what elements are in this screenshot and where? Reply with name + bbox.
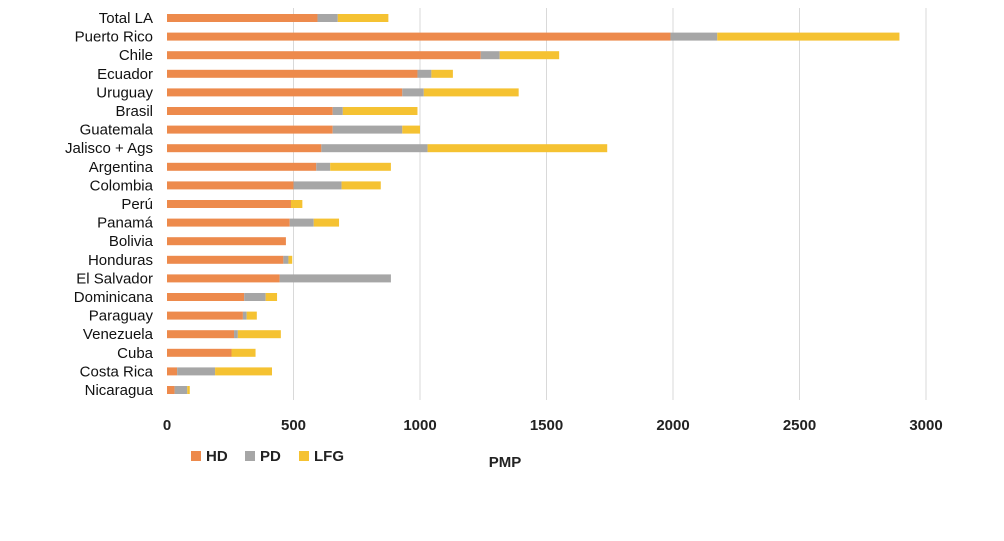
bar-lfg bbox=[290, 200, 303, 208]
category-label: Jalisco + Ags bbox=[65, 140, 153, 157]
bar-pd bbox=[244, 293, 266, 301]
bar-lfg bbox=[330, 162, 391, 171]
x-tick-label: 2500 bbox=[783, 417, 816, 434]
bar-hd bbox=[167, 69, 418, 78]
category-label: Costa Rica bbox=[80, 363, 154, 380]
bar-pd bbox=[316, 162, 331, 171]
category-label: Panamá bbox=[97, 215, 154, 232]
bar-lfg bbox=[337, 14, 389, 22]
bar-hd bbox=[167, 125, 333, 134]
bar-lfg bbox=[215, 367, 272, 376]
bar-pd bbox=[289, 218, 314, 227]
bar-lfg bbox=[265, 293, 278, 301]
bar-pd bbox=[321, 144, 428, 153]
x-tick-label: 0 bbox=[163, 417, 171, 434]
bar-lfg bbox=[431, 69, 453, 78]
bar-hd bbox=[167, 14, 318, 22]
bar-pd bbox=[234, 330, 238, 339]
x-tick-label: 2000 bbox=[656, 417, 689, 434]
category-label: Argentina bbox=[89, 159, 154, 176]
x-tick-label: 3000 bbox=[909, 417, 942, 434]
bar-pd bbox=[317, 14, 338, 22]
bar-hd bbox=[167, 237, 286, 246]
bar-lfg bbox=[231, 348, 256, 357]
bar-hd bbox=[167, 386, 175, 394]
category-label: Chile bbox=[119, 47, 153, 64]
legend-label-lfg: LFG bbox=[314, 448, 344, 465]
bar-hd bbox=[167, 200, 291, 208]
bar-lfg bbox=[237, 330, 281, 339]
bar-pd bbox=[293, 181, 342, 190]
category-label: Ecuador bbox=[97, 66, 153, 83]
bar-hd bbox=[167, 274, 280, 283]
bar-lfg bbox=[499, 51, 560, 60]
category-label: Bolivia bbox=[109, 233, 154, 250]
bar-hd bbox=[167, 255, 284, 264]
bar-lfg bbox=[402, 125, 420, 134]
bar-lfg bbox=[288, 255, 293, 264]
bar-pd bbox=[242, 311, 247, 320]
bar-pd bbox=[480, 51, 500, 60]
bar-lfg bbox=[342, 107, 418, 115]
x-tick-labels: 0 500 1000 1500 2000 2500 3000 bbox=[163, 417, 943, 434]
bar-lfg bbox=[427, 144, 608, 153]
legend: HD PD LFG bbox=[191, 448, 344, 465]
bar-lfg bbox=[313, 218, 340, 227]
legend-swatch-hd bbox=[191, 451, 201, 461]
category-label: Dominicana bbox=[74, 289, 154, 306]
bar-hd bbox=[167, 218, 290, 227]
bar-pd bbox=[402, 88, 424, 97]
category-label: Perú bbox=[121, 196, 153, 213]
category-label: Uruguay bbox=[96, 84, 153, 101]
bar-lfg bbox=[187, 386, 190, 394]
category-label: Puerto Rico bbox=[75, 29, 153, 46]
bar-hd bbox=[167, 293, 245, 301]
category-label: El Salvador bbox=[76, 270, 153, 287]
category-label: Cuba bbox=[117, 345, 154, 362]
bar-hd bbox=[167, 348, 232, 357]
bar-pd bbox=[332, 107, 343, 115]
category-label: Honduras bbox=[88, 252, 153, 269]
bar-pd bbox=[417, 69, 432, 78]
bar-hd bbox=[167, 144, 322, 153]
bar-hd bbox=[167, 162, 317, 171]
category-label: Total LA bbox=[99, 10, 153, 27]
category-label: Colombia bbox=[90, 177, 154, 194]
bar-pd bbox=[279, 274, 391, 283]
x-tick-label: 500 bbox=[281, 417, 306, 434]
x-tick-label: 1000 bbox=[403, 417, 436, 434]
legend-label-pd: PD bbox=[260, 448, 281, 465]
legend-label-hd: HD bbox=[206, 448, 228, 465]
category-label: Paraguay bbox=[89, 308, 154, 325]
bar-pd bbox=[283, 255, 289, 264]
bar-hd bbox=[167, 367, 178, 376]
x-tick-label: 1500 bbox=[530, 417, 563, 434]
bar-hd bbox=[167, 88, 403, 97]
bar-hd bbox=[167, 181, 294, 190]
bar-lfg bbox=[246, 311, 257, 320]
bar-hd bbox=[167, 311, 243, 320]
x-axis-title: PMP bbox=[489, 454, 522, 471]
bar-pd bbox=[670, 32, 718, 41]
bar-hd bbox=[167, 330, 235, 339]
bar-hd bbox=[167, 51, 481, 60]
category-label: Guatemala bbox=[80, 122, 154, 139]
bar-lfg bbox=[341, 181, 381, 190]
bar-pd bbox=[332, 125, 403, 134]
bar-hd bbox=[167, 107, 333, 115]
legend-swatch-lfg bbox=[299, 451, 309, 461]
category-label: Nicaragua bbox=[85, 382, 154, 399]
bar-pd bbox=[174, 386, 188, 394]
bars bbox=[167, 14, 900, 394]
bar-hd bbox=[167, 32, 671, 41]
bar-lfg bbox=[717, 32, 900, 41]
category-label: Brasil bbox=[115, 103, 153, 120]
legend-swatch-pd bbox=[245, 451, 255, 461]
bar-pd bbox=[177, 367, 216, 376]
gridlines bbox=[293, 8, 927, 400]
category-label: Venezuela bbox=[83, 326, 154, 343]
bar-lfg bbox=[423, 88, 519, 97]
